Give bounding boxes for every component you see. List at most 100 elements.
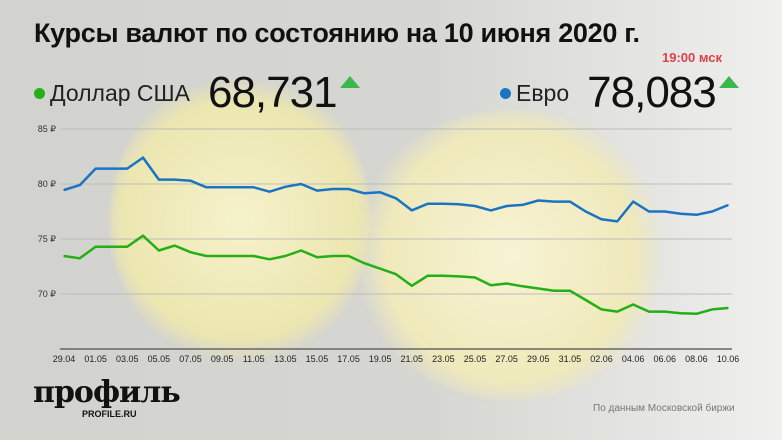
data-point — [173, 244, 176, 247]
data-point — [648, 210, 650, 213]
data-point — [474, 205, 476, 207]
data-point — [379, 267, 381, 270]
data-point — [347, 188, 350, 190]
data-point — [490, 209, 492, 212]
series-line-eur — [63, 156, 729, 223]
data-point — [284, 185, 287, 188]
background-ruble-shape — [110, 70, 370, 370]
data-point — [316, 256, 318, 258]
data-point — [189, 251, 192, 253]
x-tick-label: 21.05 — [401, 354, 424, 364]
logo-subtitle: PROFILE.RU — [82, 409, 137, 419]
data-point — [584, 299, 587, 301]
data-point — [458, 203, 461, 206]
data-point — [537, 287, 540, 290]
data-point — [221, 186, 223, 189]
data-point — [632, 200, 634, 203]
data-point — [411, 284, 413, 287]
x-tick-label: 19.05 — [369, 354, 392, 364]
data-point — [237, 186, 239, 189]
x-tick-label: 02.06 — [590, 354, 613, 364]
x-tick-label: 13.05 — [274, 354, 297, 364]
data-point — [569, 200, 571, 203]
data-point — [711, 308, 713, 311]
data-point — [316, 189, 318, 192]
y-tick-label: 75 ₽ — [38, 234, 57, 244]
data-point — [679, 212, 682, 215]
x-tick-label: 15.05 — [306, 354, 329, 364]
x-tick-label: 27.05 — [495, 354, 518, 364]
data-point — [268, 258, 271, 261]
data-point — [189, 179, 192, 182]
data-point — [474, 276, 476, 279]
x-tick-label: 29.05 — [527, 354, 550, 364]
data-point — [442, 203, 445, 205]
x-tick-label: 03.05 — [116, 354, 139, 364]
data-point — [300, 183, 302, 185]
data-point — [379, 191, 381, 194]
data-point — [79, 184, 81, 186]
data-point — [331, 188, 334, 190]
usd-up-arrow-icon — [339, 76, 360, 88]
logo: профиль — [33, 375, 181, 410]
page-title: Курсы валют по состоянию на 10 июня 2020… — [34, 18, 640, 48]
usd-value: 68,731 — [207, 68, 338, 117]
data-point — [158, 178, 160, 181]
data-point — [173, 178, 176, 181]
eur-value: 78,083 — [587, 68, 717, 117]
data-point — [395, 273, 397, 276]
x-tick-label: 23.05 — [432, 354, 455, 364]
data-point — [569, 289, 571, 292]
data-point — [363, 192, 366, 195]
x-tick-label: 06.06 — [653, 354, 676, 364]
data-point — [94, 245, 97, 248]
data-point — [426, 203, 429, 205]
data-point — [221, 255, 223, 257]
data-point — [553, 289, 555, 292]
data-point — [505, 205, 508, 207]
x-tick-label: 29.04 — [53, 354, 76, 364]
x-tick-label: 07.05 — [179, 354, 202, 364]
data-point — [426, 275, 429, 277]
data-point — [237, 255, 239, 257]
data-point — [442, 275, 445, 277]
data-point — [553, 200, 555, 203]
data-point — [490, 284, 492, 287]
data-point — [347, 255, 350, 257]
data-point — [505, 282, 508, 285]
data-point — [268, 190, 271, 193]
data-point — [126, 167, 129, 170]
data-point — [142, 156, 144, 159]
data-point — [679, 312, 682, 315]
data-point — [395, 197, 397, 200]
data-point — [284, 255, 287, 257]
data-point — [616, 220, 619, 223]
data-point — [521, 204, 524, 206]
data-point — [521, 285, 524, 288]
data-point — [94, 167, 97, 170]
eur-label: Евро — [516, 80, 570, 106]
data-point — [663, 310, 666, 313]
background-dollar-shape — [350, 110, 670, 400]
usd-dot-icon — [34, 87, 45, 99]
data-point — [711, 210, 713, 213]
data-point — [300, 249, 302, 252]
data-point — [600, 308, 603, 311]
data-point — [411, 209, 413, 212]
data-point — [727, 307, 729, 309]
data-point — [252, 255, 255, 257]
x-tick-label: 09.05 — [211, 354, 234, 364]
y-tick-label: 85 ₽ — [38, 124, 57, 134]
x-tick-label: 31.05 — [559, 354, 582, 364]
x-tick-label: 25.05 — [464, 354, 487, 364]
x-tick-label: 04.06 — [622, 354, 645, 364]
source-note: По данным Московской биржи — [593, 403, 735, 414]
data-point — [600, 218, 603, 220]
y-tick-label: 70 ₽ — [38, 289, 57, 299]
data-point — [632, 303, 634, 306]
x-tick-label: 08.06 — [685, 354, 708, 364]
x-tick-label: 01.05 — [84, 354, 107, 364]
data-point — [695, 214, 698, 216]
legend-eur: Евро 78,083 — [500, 70, 739, 116]
